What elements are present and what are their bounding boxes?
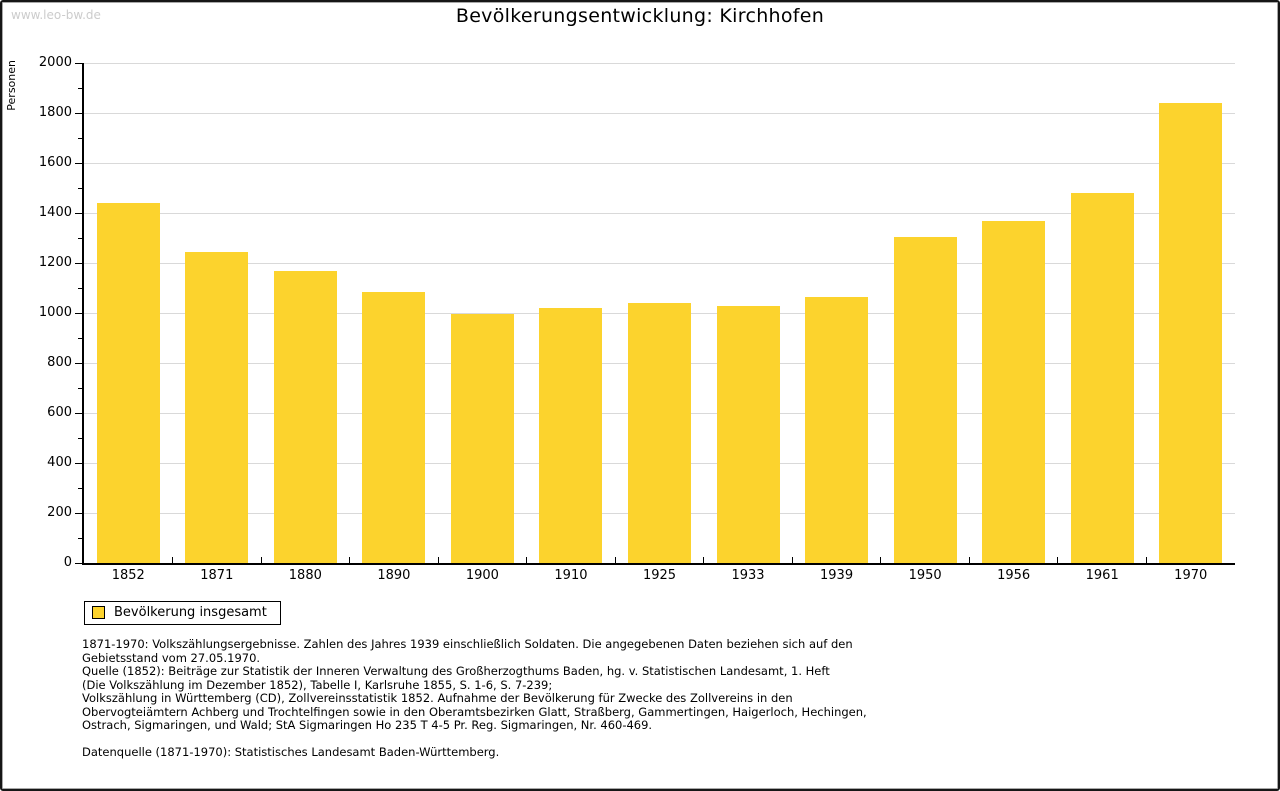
gridline-1800: [84, 112, 1235, 114]
gridline-1600: [84, 162, 1235, 164]
x-tick-label-1852: 1852: [111, 568, 145, 583]
plot-area: [75, 62, 1235, 565]
y-tick-700: [78, 387, 82, 389]
y-tick-900: [78, 337, 82, 339]
y-tick-label: 0: [63, 555, 72, 570]
x-tick-10: [968, 557, 970, 563]
x-tick-12: [1145, 557, 1147, 563]
x-tick-label-1956: 1956: [997, 568, 1031, 583]
legend: Bevölkerung insgesamt: [84, 601, 281, 625]
x-tick-7: [703, 557, 705, 563]
watermark: www.leo-bw.de: [11, 8, 101, 22]
y-tick-0: [75, 562, 82, 564]
y-tick-600: [75, 412, 82, 414]
footnote-line: Ostrach, Sigmaringen, und Wald; StA Sigm…: [82, 718, 653, 732]
x-tick-label-1880: 1880: [288, 568, 322, 583]
y-tick-400: [75, 462, 82, 464]
x-tick-label-1950: 1950: [908, 568, 942, 583]
gridline-1400: [84, 212, 1235, 214]
page-title: Bevölkerungsentwicklung: Kirchhofen: [455, 5, 825, 27]
y-tick-1800: [75, 112, 82, 114]
y-tick-500: [78, 437, 82, 439]
footnote-line: Obervogteiämtern Achberg und Trochtelfin…: [82, 704, 867, 719]
y-tick-1200: [75, 262, 82, 264]
x-tick-4: [437, 557, 439, 563]
y-tick-2000: [75, 63, 82, 64]
x-tick-11: [1057, 557, 1059, 563]
bar-1950: [893, 236, 957, 563]
footnote-line: 1871-1970: Volkszählungsergebnisse. Zahl…: [82, 637, 853, 651]
x-tick-label-1970: 1970: [1174, 568, 1208, 583]
bar-1970: [1159, 103, 1223, 563]
y-tick-1600: [75, 162, 82, 164]
x-tick-label-1890: 1890: [377, 568, 411, 583]
y-tick-1000: [75, 312, 82, 314]
bar-1900: [450, 314, 514, 563]
y-tick-label: 1800: [38, 105, 72, 120]
bar-1961: [1070, 193, 1134, 563]
x-tick-label-1910: 1910: [554, 568, 588, 583]
y-axis-labels: 0 200 400 600 800 1000 1200 1400 1600 1800 2000: [22, 55, 72, 570]
y-tick-1500: [78, 187, 82, 189]
y-tick-1400: [75, 212, 82, 214]
bar-1910: [539, 308, 603, 563]
y-tick-label: 1000: [38, 305, 72, 320]
y-tick-label: 2000: [38, 55, 72, 70]
x-tick-3: [349, 557, 351, 563]
y-tick-label: 200: [47, 505, 72, 520]
x-tick-label-1933: 1933: [731, 568, 765, 583]
y-tick-label: 1400: [38, 205, 72, 220]
y-tick-1300: [78, 237, 82, 239]
x-tick-9: [880, 557, 882, 563]
x-tick-8: [791, 557, 793, 563]
x-tick-1: [172, 557, 174, 563]
y-tick-1700: [78, 137, 82, 139]
bar-1939: [805, 296, 869, 563]
bar-1933: [716, 305, 780, 563]
footnote-line: Gebietsstand vom 27.05.1970.: [82, 650, 261, 665]
gridline-1200: [84, 262, 1235, 264]
y-tick-1900: [78, 87, 82, 89]
bar-1890: [362, 291, 426, 563]
y-tick-label: 800: [47, 355, 72, 370]
x-tick-6: [614, 557, 616, 563]
legend-label: Bevölkerung insgesamt: [114, 605, 267, 620]
bar-1871: [185, 251, 249, 563]
x-tick-label-1961: 1961: [1085, 568, 1119, 583]
bar-1880: [273, 270, 337, 563]
footnote-line: Volkszählung in Württemberg (CD), Zollve…: [82, 691, 793, 705]
y-tick-label: 1200: [38, 255, 72, 270]
footnote-line: [82, 733, 867, 747]
y-tick-label: 400: [47, 455, 72, 470]
y-tick-100: [78, 537, 82, 539]
footnote-line: Datenquelle (1871-1970): Statistisches L…: [82, 745, 500, 759]
x-tick-label-1900: 1900: [465, 568, 499, 583]
x-tick-label-1871: 1871: [200, 568, 234, 583]
footnote-line: (Die Volkszählung im Dezember 1852), Tab…: [82, 677, 553, 692]
x-tick-5: [526, 557, 528, 563]
y-tick-800: [75, 362, 82, 364]
footnote-line: Quelle (1852): Beiträge zur Statistik de…: [82, 664, 830, 678]
x-tick-label-1925: 1925: [642, 568, 677, 583]
x-axis-labels: 1852 1871 1880 1890 1900 1910 1925 1933 1939 1950…: [84, 568, 1235, 586]
bar-1925: [628, 303, 691, 563]
y-tick-200: [75, 512, 82, 514]
x-tick-label-1939: 1939: [820, 568, 854, 583]
y-tick-300: [78, 487, 82, 489]
y-tick-label: 600: [47, 405, 72, 420]
y-tick-1100: [78, 287, 82, 289]
legend-swatch-icon: [92, 606, 105, 619]
y-tick-label: 1600: [38, 155, 72, 170]
y-axis-title: Personen: [5, 60, 18, 111]
x-tick-2: [260, 557, 262, 563]
bar-1956: [982, 220, 1046, 563]
bar-1852: [96, 203, 160, 563]
footnotes: 1871-1970: Volkszählungsergebnisse. Zahl…: [82, 637, 867, 760]
gridline-2000: [84, 62, 1235, 64]
